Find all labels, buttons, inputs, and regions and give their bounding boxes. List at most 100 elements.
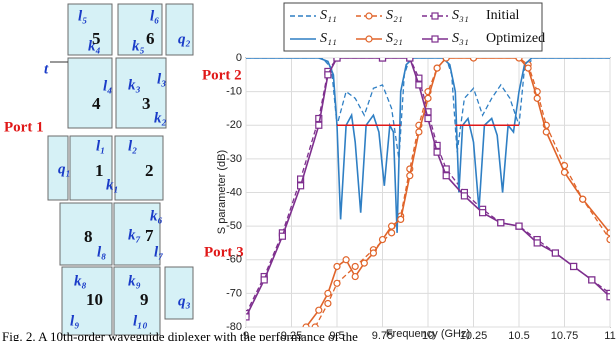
- marker: [569, 262, 578, 271]
- cavity-number: 5: [92, 29, 101, 48]
- cavity-number: 9: [140, 290, 149, 309]
- y-axis-label: S parameter (dB): [216, 150, 228, 234]
- series-line: [246, 58, 610, 314]
- x-tick-label: 9: [243, 330, 249, 341]
- cavity-box: [59, 202, 113, 266]
- marker: [497, 219, 505, 227]
- marker: [560, 168, 569, 176]
- x-tick-label: 9.75: [372, 330, 393, 341]
- marker: [515, 58, 523, 62]
- marker: [606, 293, 610, 301]
- cavity-number: 6: [146, 29, 155, 48]
- marker: [515, 222, 523, 230]
- marker: [431, 12, 439, 20]
- dimension-label: l₉: [70, 313, 79, 329]
- marker: [424, 94, 432, 102]
- marker: [324, 71, 332, 79]
- marker: [378, 235, 387, 244]
- y-tick-label: -30: [226, 153, 242, 165]
- marker: [588, 276, 596, 284]
- marker: [333, 262, 341, 271]
- marker: [415, 128, 423, 136]
- marker: [297, 182, 305, 190]
- marker: [551, 249, 560, 257]
- port-box: [165, 3, 194, 56]
- marker: [433, 148, 441, 156]
- dimension-label: k₅: [132, 38, 145, 54]
- marker: [302, 323, 310, 327]
- cavity-box: [67, 3, 113, 56]
- marker: [606, 229, 610, 237]
- marker: [469, 58, 478, 62]
- y-tick-label: 0: [236, 52, 242, 64]
- legend-label: S₃₁: [452, 8, 469, 23]
- cavity-box: [115, 57, 167, 129]
- series-line: [246, 58, 610, 318]
- marker: [433, 64, 441, 72]
- cavity-box: [67, 57, 113, 129]
- dimension-label: l₁: [96, 138, 105, 154]
- marker: [388, 229, 396, 237]
- marker: [378, 58, 387, 62]
- dimension-label: q₃: [178, 293, 191, 309]
- y-tick-label: -10: [226, 86, 242, 98]
- marker: [460, 192, 468, 200]
- marker: [324, 289, 332, 297]
- legend-label: S₃₁: [452, 31, 469, 46]
- marker: [433, 141, 441, 150]
- x-tick-label: 10.5: [508, 330, 529, 341]
- dimension-label: q₁: [58, 161, 71, 177]
- cavity-box: [113, 202, 161, 266]
- cavity-number: 4: [92, 94, 101, 113]
- marker: [533, 94, 541, 102]
- marker: [415, 81, 423, 89]
- marker: [369, 249, 377, 257]
- cavity-number: 2: [145, 161, 154, 180]
- marker: [424, 114, 432, 123]
- dimension-label: l₃: [157, 71, 166, 87]
- legend-group-label: Initial: [486, 8, 520, 23]
- legend-label: S₂₁: [386, 31, 403, 46]
- marker: [397, 215, 405, 223]
- cavity-number: 1: [95, 161, 104, 180]
- dimension-label: k₈: [74, 273, 87, 289]
- marker: [542, 128, 550, 136]
- marker: [365, 35, 373, 43]
- marker: [606, 235, 610, 244]
- dimension-label: t: [44, 61, 49, 77]
- dimension-label: k₆: [150, 208, 163, 224]
- legend-label: S₂₁: [386, 8, 403, 23]
- port-label: Port 3: [204, 244, 244, 260]
- series-line: [314, 58, 610, 327]
- dimension-label: l₅: [78, 8, 87, 24]
- caption: Fig. 2. A 10th-order waveguide diplexer …: [2, 329, 358, 341]
- cavity-number: 8: [84, 227, 93, 246]
- cavity-number: 3: [142, 94, 151, 113]
- dimension-label: k₃: [128, 77, 141, 93]
- legend-box: [283, 2, 543, 52]
- marker: [315, 306, 323, 314]
- cavity-box: [61, 266, 113, 336]
- marker: [365, 12, 373, 20]
- marker: [246, 313, 250, 321]
- series-line: [246, 58, 610, 159]
- port-label: Port 2: [202, 67, 242, 83]
- port-box: [164, 266, 194, 320]
- x-tick-label: 10.25: [460, 330, 488, 341]
- dimension-label: k₉: [128, 273, 141, 289]
- marker: [388, 222, 396, 230]
- marker: [524, 64, 532, 72]
- marker: [406, 172, 414, 180]
- marker: [479, 209, 487, 217]
- marker: [351, 262, 359, 271]
- marker: [278, 232, 286, 240]
- cavity-box: [113, 266, 161, 336]
- marker: [533, 239, 541, 247]
- x-tick-label: 9.25: [281, 330, 302, 341]
- marker: [351, 272, 359, 281]
- marker: [442, 172, 450, 180]
- marker: [360, 259, 368, 267]
- legend-group-label: Optimized: [486, 31, 545, 46]
- port-label: Port 1: [4, 119, 44, 135]
